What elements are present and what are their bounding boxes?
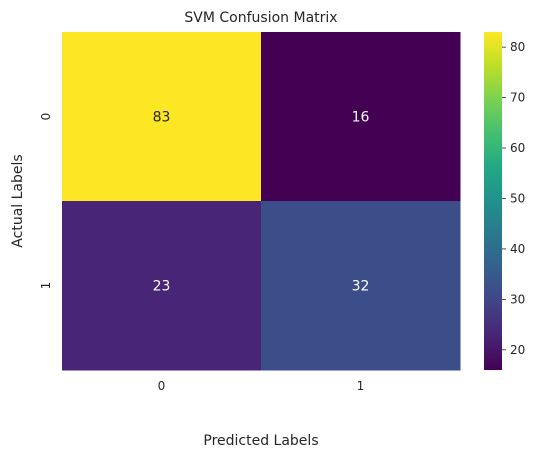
colorbar-tick-label: 20 [510, 343, 525, 357]
colorbar-tick-label: 40 [510, 242, 525, 256]
y-tick-label: 0 [39, 113, 53, 121]
colorbar-tick-label: 60 [510, 141, 525, 155]
colorbar-tick-label: 50 [510, 191, 525, 205]
colorbar-ticks: 20 30 40 50 60 70 80 [502, 40, 525, 357]
x-tick-label: 0 [158, 379, 166, 393]
colorbar-tick-label: 70 [510, 91, 525, 105]
cell-value-label: 83 [153, 110, 171, 126]
x-tick-label: 1 [357, 379, 365, 393]
y-tick-label: 1 [39, 282, 53, 290]
cell-value-label: 32 [352, 279, 370, 295]
cell-value-label: 16 [352, 110, 370, 126]
colorbar [484, 32, 502, 370]
heatmap-cell [62, 201, 262, 371]
heatmap-cell [62, 32, 262, 202]
chart-title: SVM Confusion Matrix [184, 10, 337, 26]
colorbar-tick-label: 80 [510, 40, 525, 54]
x-axis-label: Predicted Labels [203, 433, 318, 449]
y-axis-label: Actual Labels [10, 154, 26, 247]
colorbar-tick-label: 30 [510, 292, 525, 306]
heatmap-cell [261, 201, 461, 371]
heatmap-cells: 83 16 23 32 [62, 32, 461, 371]
y-axis-ticks: 01 [39, 113, 53, 290]
cell-value-label: 23 [153, 279, 171, 295]
heatmap-cell [261, 32, 461, 202]
